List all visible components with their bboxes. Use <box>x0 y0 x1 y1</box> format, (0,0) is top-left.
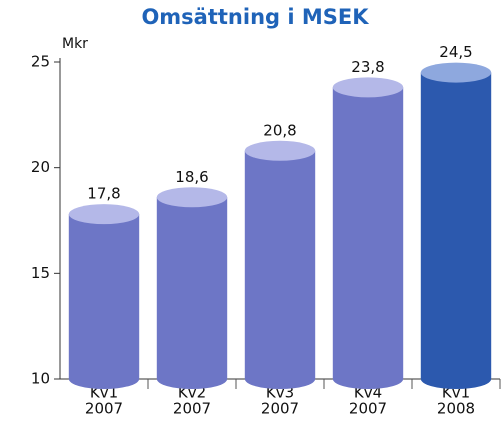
x-tick-label: 2007 <box>173 400 211 418</box>
x-tick-label: 2007 <box>261 400 299 418</box>
y-tick-label: 15 <box>31 264 50 282</box>
bar-cap <box>68 204 140 225</box>
bar-cap <box>332 77 404 98</box>
bar <box>156 197 228 389</box>
bar-cap <box>420 62 492 83</box>
chart-title: Omsättning i MSEK <box>141 5 369 29</box>
y-tick-label: 10 <box>31 370 50 388</box>
value-label: 20,8 <box>263 121 296 139</box>
bar <box>420 72 492 389</box>
bar <box>68 214 140 389</box>
y-axis-label: Mkr <box>62 36 88 52</box>
value-label: 24,5 <box>439 43 472 61</box>
bar-cap <box>244 140 316 161</box>
y-tick-label: 25 <box>31 53 50 71</box>
x-tick-label: 2008 <box>437 400 475 418</box>
y-tick-label: 20 <box>31 158 50 176</box>
bar-cap <box>156 187 228 208</box>
value-label: 18,6 <box>175 168 208 186</box>
value-label: 17,8 <box>87 185 120 203</box>
x-tick-label: 2007 <box>85 400 123 418</box>
value-label: 23,8 <box>351 58 384 76</box>
bar <box>332 87 404 390</box>
bar <box>244 150 316 389</box>
x-tick-label: 2007 <box>349 400 387 418</box>
